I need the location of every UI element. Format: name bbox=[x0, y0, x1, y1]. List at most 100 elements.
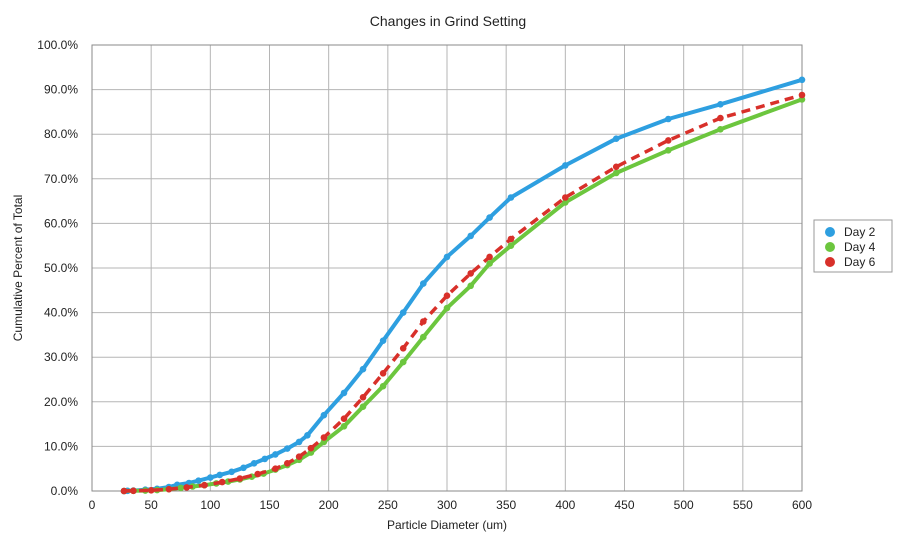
data-point-day-6 bbox=[183, 484, 190, 491]
data-point-day-4 bbox=[379, 382, 387, 390]
data-point-day-2 bbox=[399, 309, 407, 316]
data-point-day-2 bbox=[486, 214, 493, 221]
data-point-day-6 bbox=[218, 478, 226, 486]
x-tick-label: 50 bbox=[144, 498, 158, 512]
data-point-day-2 bbox=[612, 135, 620, 142]
legend-marker bbox=[825, 257, 835, 267]
data-point-day-6 bbox=[665, 137, 672, 144]
legend-marker bbox=[825, 242, 835, 252]
x-tick-label: 200 bbox=[319, 498, 339, 512]
data-point-day-6 bbox=[307, 444, 315, 452]
data-point-day-4 bbox=[340, 423, 348, 430]
data-point-day-6 bbox=[562, 194, 569, 201]
x-tick-label: 0 bbox=[89, 498, 96, 512]
data-point-day-2 bbox=[295, 438, 303, 446]
data-point-day-6 bbox=[507, 235, 515, 243]
data-point-day-2 bbox=[717, 101, 724, 108]
data-point-day-6 bbox=[399, 345, 407, 352]
data-point-day-6 bbox=[340, 415, 348, 423]
y-tick-label: 10.0% bbox=[44, 439, 78, 453]
data-point-day-4 bbox=[443, 304, 451, 312]
data-point-day-6 bbox=[798, 91, 806, 99]
y-tick-label: 80.0% bbox=[44, 127, 78, 141]
data-point-day-2 bbox=[340, 389, 348, 397]
y-tick-label: 40.0% bbox=[44, 306, 78, 320]
data-point-day-6 bbox=[420, 318, 427, 325]
legend-item-day-6: Day 6 bbox=[825, 255, 876, 269]
data-point-day-4 bbox=[399, 358, 407, 366]
data-point-day-2 bbox=[250, 460, 258, 467]
data-point-day-6 bbox=[359, 394, 367, 401]
data-point-day-6 bbox=[254, 470, 261, 478]
data-point-day-4 bbox=[486, 260, 493, 267]
y-tick-label: 100.0% bbox=[37, 38, 78, 52]
x-tick-label: 600 bbox=[792, 498, 812, 512]
x-tick-label: 300 bbox=[437, 498, 457, 512]
data-point-day-4 bbox=[717, 126, 724, 133]
data-point-day-2 bbox=[216, 471, 224, 479]
data-point-day-2 bbox=[284, 445, 291, 452]
data-point-day-6 bbox=[236, 475, 244, 482]
legend-item-day-4: Day 4 bbox=[825, 240, 876, 254]
series-layer bbox=[120, 76, 806, 495]
data-point-day-2 bbox=[195, 477, 202, 485]
y-tick-label: 50.0% bbox=[44, 261, 78, 275]
y-tick-label: 30.0% bbox=[44, 350, 78, 364]
legend-marker bbox=[825, 227, 835, 237]
series-line-day-2 bbox=[122, 77, 804, 493]
data-point-day-6 bbox=[379, 370, 387, 377]
data-point-day-6 bbox=[272, 465, 279, 473]
data-point-day-4 bbox=[665, 147, 672, 154]
data-point-day-2 bbox=[240, 464, 247, 472]
data-point-day-4 bbox=[562, 199, 569, 206]
data-point-day-2 bbox=[272, 451, 279, 458]
x-tick-label: 500 bbox=[674, 498, 694, 512]
data-point-day-6 bbox=[130, 487, 137, 495]
data-point-day-6 bbox=[320, 434, 328, 441]
series-day-4 bbox=[120, 96, 806, 495]
data-point-day-6 bbox=[201, 481, 208, 489]
data-point-day-4 bbox=[507, 242, 515, 249]
y-axis-ticks: 0.0% 10.0% 20.0% 30.0% 40.0% 50.0% 60.0% 70.0% 8… bbox=[37, 38, 78, 498]
data-point-day-6 bbox=[717, 114, 724, 122]
data-point-day-2 bbox=[562, 162, 569, 169]
data-point-day-2 bbox=[320, 411, 328, 419]
data-point-day-2 bbox=[507, 194, 515, 201]
y-tick-label: 70.0% bbox=[44, 172, 78, 186]
legend-label: Day 2 bbox=[844, 225, 876, 239]
x-tick-label: 350 bbox=[496, 498, 516, 512]
data-point-day-2 bbox=[379, 337, 387, 345]
data-point-day-2 bbox=[207, 474, 214, 481]
data-point-day-4 bbox=[467, 282, 475, 290]
chart-title: Changes in Grind Setting bbox=[370, 13, 526, 29]
series-line-day-4 bbox=[122, 97, 804, 493]
y-tick-label: 20.0% bbox=[44, 395, 78, 409]
data-point-day-2 bbox=[304, 432, 311, 439]
y-tick-label: 90.0% bbox=[44, 83, 78, 97]
x-tick-label: 150 bbox=[259, 498, 279, 512]
x-tick-label: 400 bbox=[555, 498, 575, 512]
data-point-day-6 bbox=[295, 453, 303, 461]
x-tick-label: 450 bbox=[614, 498, 634, 512]
data-point-day-2 bbox=[798, 76, 806, 84]
y-axis-label: Cumulative Percent of Total bbox=[11, 195, 25, 342]
data-point-day-4 bbox=[612, 169, 620, 177]
y-tick-label: 60.0% bbox=[44, 216, 78, 230]
data-point-day-2 bbox=[665, 115, 672, 123]
series-line-day-6 bbox=[123, 93, 803, 493]
legend-label: Day 6 bbox=[844, 255, 876, 269]
data-point-day-4 bbox=[359, 403, 367, 411]
x-tick-label: 100 bbox=[200, 498, 220, 512]
series-day-2 bbox=[120, 76, 806, 495]
data-point-day-4 bbox=[177, 484, 185, 492]
y-tick-label: 0.0% bbox=[51, 484, 79, 498]
data-point-day-6 bbox=[284, 460, 291, 467]
data-point-day-2 bbox=[359, 365, 367, 373]
data-point-day-2 bbox=[420, 280, 427, 287]
data-point-day-6 bbox=[147, 487, 155, 494]
legend-item-day-2: Day 2 bbox=[825, 225, 876, 239]
x-axis-label: Particle Diameter (um) bbox=[387, 518, 507, 532]
data-point-day-6 bbox=[486, 253, 493, 261]
data-point-day-6 bbox=[120, 487, 128, 495]
